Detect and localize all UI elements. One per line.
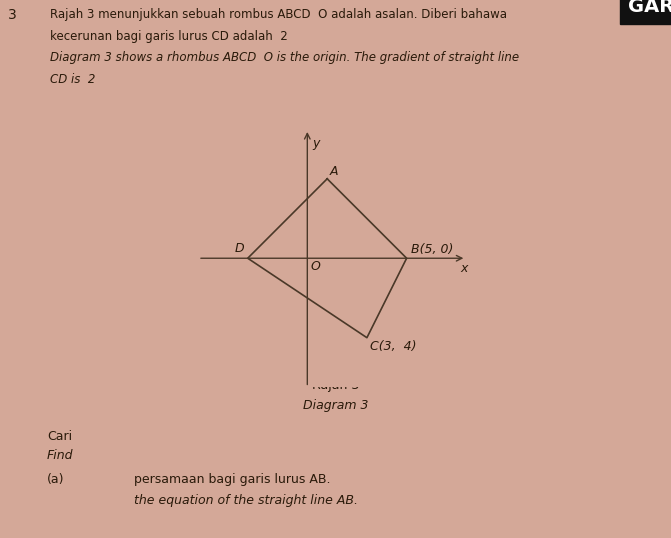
Text: B(5, 0): B(5, 0) [411,243,453,256]
Text: Cari: Cari [47,430,72,443]
Text: O: O [310,260,320,273]
Text: kecerunan bagi garis lurus CD adalah  2: kecerunan bagi garis lurus CD adalah 2 [50,30,288,43]
Text: Diagram 3: Diagram 3 [303,399,368,412]
Text: persamaan bagi garis lurus AB.: persamaan bagi garis lurus AB. [134,473,331,486]
Text: 3: 3 [8,8,17,22]
Text: Rajah 3: Rajah 3 [312,379,359,392]
Text: Find: Find [47,449,73,462]
Text: the equation of the straight line AB.: the equation of the straight line AB. [134,494,358,507]
Text: CD is  2: CD is 2 [50,73,96,86]
Text: Rajah 3 menunjukkan sebuah rombus ABCD  O adalah asalan. Diberi bahawa: Rajah 3 menunjukkan sebuah rombus ABCD O… [50,8,507,21]
Text: D: D [235,242,245,255]
Text: (a): (a) [47,473,64,486]
Text: y: y [312,137,319,150]
Text: Diagram 3 shows a rhombus ABCD  O is the origin. The gradient of straight line: Diagram 3 shows a rhombus ABCD O is the … [50,51,519,64]
Text: GAR: GAR [628,0,671,16]
Text: C(3,  4): C(3, 4) [370,339,417,352]
Text: A: A [330,165,339,178]
Text: x: x [460,262,468,275]
